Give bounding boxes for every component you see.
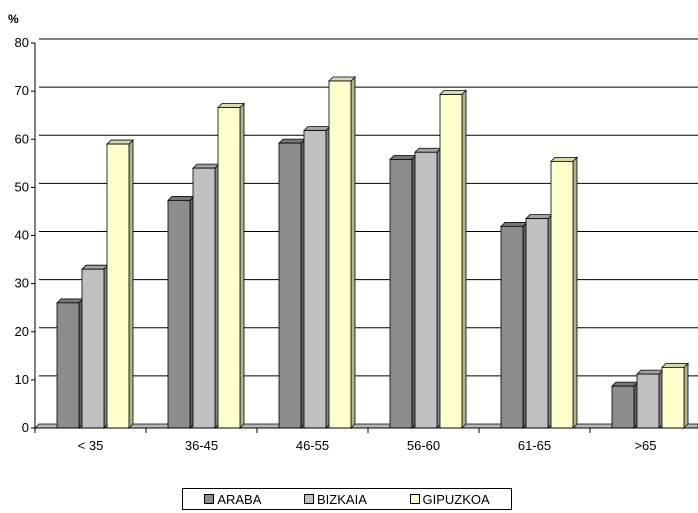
bar-side [239,102,245,429]
x-tick-label: >65 [634,438,656,453]
legend-item-gipuzkoa: GIPUZKOA [409,491,490,507]
bar-side [572,156,578,429]
bar-top [636,369,664,375]
bar-front [439,94,463,429]
x-tick-label: 36-45 [185,438,218,453]
legend-swatch-gipuzkoa [409,494,420,504]
bar-front [328,80,352,429]
bar-front [217,107,241,429]
legend-swatch-araba [204,494,215,504]
bar-front [167,199,191,429]
bar-front [278,142,302,429]
y-tick-label: 40 [15,228,29,243]
bar-front [661,366,685,429]
legend: ARABA BIZKAIA GIPUZKOA [182,488,512,510]
chart-floor [34,423,698,429]
bar-gipuzkoa-2 [328,76,356,429]
bar-top [81,264,109,270]
bar-front [525,218,549,429]
y-tick-label: 50 [15,179,29,194]
y-tick-label: 20 [15,324,29,339]
bar-front [414,151,438,429]
legend-swatch-bizkaia [304,494,315,504]
bar-front [303,130,327,429]
legend-label-bizkaia: BIZKAIA [317,491,367,507]
bar-side [128,139,134,429]
bar-araba-5 [611,381,639,429]
bar-top [525,214,553,220]
bar-side [461,89,467,429]
bar-gipuzkoa-4 [550,156,578,429]
floor-plane [34,423,698,429]
legend-item-araba: ARABA [204,492,261,507]
y-tick-label: 80 [15,35,29,50]
bar-top [303,126,331,131]
bar-top [217,103,245,108]
bar-gipuzkoa-3 [439,89,467,429]
y-tick-label: 60 [15,131,29,146]
bar-bizkaia-0 [81,264,109,429]
bar-front [636,373,660,429]
bar-bizkaia-5 [636,369,664,429]
y-tick-label: 0 [22,420,29,435]
bar-top [167,195,195,201]
bar-front [56,302,80,429]
bar-top [106,139,134,145]
x-tick-label: < 35 [78,438,104,453]
bar-top [611,381,639,387]
legend-item-bizkaia: BIZKAIA [304,492,367,507]
bar-front [192,167,216,429]
bar-front [81,268,105,429]
bar-bizkaia-1 [192,163,220,429]
y-axis-label: % [8,12,19,26]
bar-bizkaia-3 [414,147,442,429]
bar-araba-1 [167,195,195,429]
x-ticks: < 35 36-45 46-55 56-60 61-65 >65 [34,428,657,453]
bar-front [106,143,130,429]
bar-top [414,147,442,153]
bar-araba-2 [278,138,306,429]
bar-top [661,362,689,368]
bar-gipuzkoa-1 [217,102,245,429]
axes [34,43,698,429]
y-tick-label: 30 [15,276,29,291]
y-tick-label: 10 [15,372,29,387]
bar-top [439,90,467,95]
bar-front [550,160,574,429]
bar-top [56,298,84,304]
legend-label-araba: ARABA [217,491,262,507]
bar-front [611,385,635,429]
x-tick-label: 61-65 [518,438,551,453]
x-tick-label: 56-60 [407,438,440,453]
bar-top [328,76,356,82]
legend-label-gipuzkoa: GIPUZKOA [422,491,490,507]
bar-side [350,76,356,429]
bar-front [500,225,524,429]
bar-top [550,156,578,162]
bar-top [389,155,417,160]
bar-side [683,362,689,429]
bar-top [192,163,220,169]
bar-araba-3 [389,154,417,429]
bar-top [278,138,306,144]
bar-bizkaia-2 [303,125,331,429]
bar-front [389,159,413,429]
grid-lines [39,38,698,377]
bar-top [500,221,528,227]
bar-gipuzkoa-0 [106,139,134,429]
bar-araba-4 [500,221,528,429]
bar-bizkaia-4 [525,213,553,429]
x-tick-label: 46-55 [296,438,329,453]
bar-gipuzkoa-5 [661,362,689,429]
bar-araba-0 [56,297,84,429]
bars [56,76,689,429]
y-ticks: 0 10 20 30 40 50 60 70 80 [15,35,35,435]
y-tick-label: 70 [15,83,29,98]
